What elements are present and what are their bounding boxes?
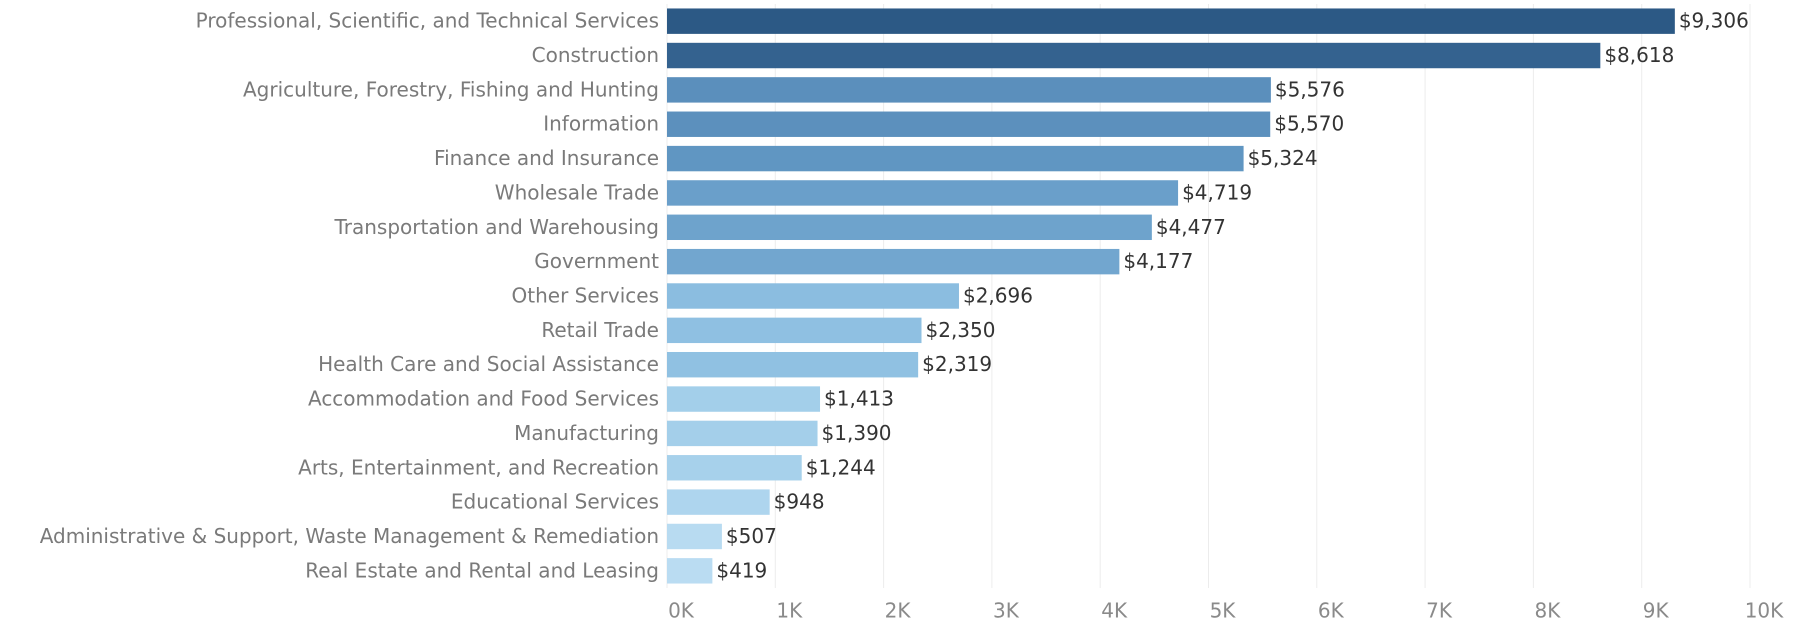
category-label: Agriculture, Forestry, Fishing and Hunti… <box>243 77 659 101</box>
value-label: $1,390 <box>822 421 892 445</box>
value-label: $4,177 <box>1123 249 1193 273</box>
category-label: Construction <box>532 43 659 67</box>
x-tick-label: 7K <box>1426 599 1453 623</box>
bar <box>667 386 821 412</box>
bar <box>667 283 959 309</box>
x-tick-label: 1K <box>776 599 803 623</box>
x-tick-label: 8K <box>1534 599 1561 623</box>
value-label: $8,618 <box>1604 43 1674 67</box>
category-label: Manufacturing <box>514 421 659 445</box>
x-tick-label: 0K <box>668 599 695 623</box>
category-label: Transportation and Warehousing <box>333 215 659 239</box>
category-label: Real Estate and Rental and Leasing <box>305 558 659 582</box>
bar <box>667 180 1179 206</box>
bar <box>667 42 1601 69</box>
bar <box>667 248 1120 275</box>
bar <box>667 558 713 584</box>
bar <box>667 420 818 447</box>
bar <box>667 317 922 344</box>
bar <box>667 351 919 378</box>
category-label: Finance and Insurance <box>434 146 659 170</box>
category-label: Accommodation and Food Services <box>308 387 659 411</box>
bar <box>667 214 1152 241</box>
value-label: $5,576 <box>1275 77 1345 101</box>
bar <box>667 523 722 550</box>
x-tick-label: 2K <box>885 599 912 623</box>
bar <box>667 145 1244 172</box>
value-label: $5,324 <box>1248 146 1318 170</box>
category-label: Administrative & Support, Waste Manageme… <box>40 524 659 548</box>
category-label: Professional, Scientific, and Technical … <box>196 9 659 33</box>
value-label: $1,413 <box>824 387 894 411</box>
value-label: $4,719 <box>1182 180 1252 204</box>
x-tick-label: 10K <box>1745 599 1784 623</box>
value-label: $2,350 <box>926 318 996 342</box>
value-label: $419 <box>716 558 767 582</box>
value-label: $4,477 <box>1156 215 1226 239</box>
x-tick-label: 3K <box>993 599 1020 623</box>
category-label: Retail Trade <box>541 318 659 342</box>
value-label: $5,570 <box>1274 112 1344 136</box>
category-label: Health Care and Social Assistance <box>318 352 659 376</box>
value-label: $507 <box>726 524 777 548</box>
category-label: Information <box>543 112 659 136</box>
bar <box>667 489 770 515</box>
category-label: Other Services <box>512 284 659 308</box>
value-label: $2,319 <box>922 352 992 376</box>
category-label: Government <box>534 249 659 273</box>
category-label: Educational Services <box>451 490 659 514</box>
bar <box>667 455 802 481</box>
bar <box>667 111 1271 137</box>
x-tick-label: 4K <box>1101 599 1128 623</box>
x-tick-label: 9K <box>1643 599 1670 623</box>
x-tick-label: 6K <box>1318 599 1345 623</box>
bar <box>667 8 1675 34</box>
x-tick-label: 5K <box>1210 599 1237 623</box>
bar <box>667 77 1271 103</box>
value-label: $948 <box>774 490 825 514</box>
value-label: $1,244 <box>806 455 876 479</box>
category-label: Arts, Entertainment, and Recreation <box>298 455 659 479</box>
value-label: $9,306 <box>1679 9 1749 33</box>
category-label: Wholesale Trade <box>495 180 659 204</box>
value-label: $2,696 <box>963 284 1033 308</box>
